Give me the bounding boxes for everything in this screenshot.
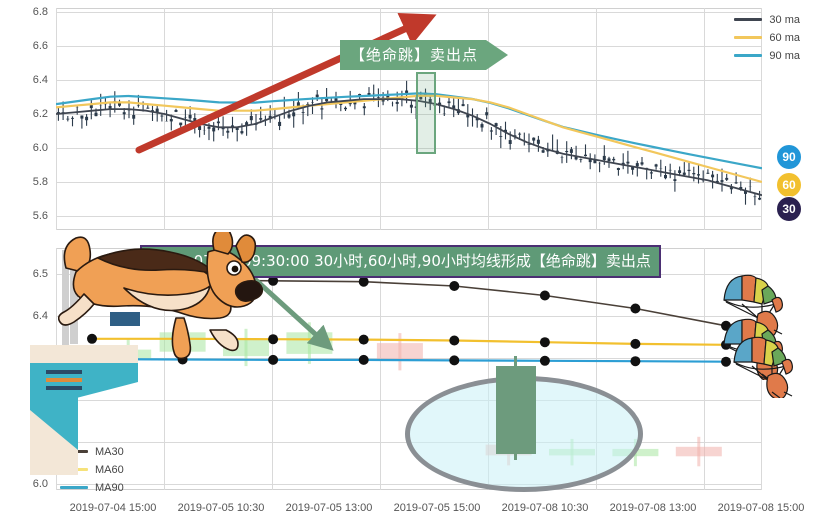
gridline-v	[380, 248, 381, 490]
gridline-h	[56, 216, 762, 217]
gridline-h	[56, 182, 762, 183]
legend-item-ma90: 90 ma	[734, 48, 800, 63]
highlight-candle-wick	[514, 356, 517, 460]
top-chart-panel: 6.8 6.6 6.4 6.2 6.0 5.8 5.6 30 ma 60 ma …	[0, 0, 816, 238]
legend-label: MA90	[95, 481, 124, 494]
legend-item-ma30: 30 ma	[734, 12, 800, 27]
legend-item-ma90: MA90	[60, 480, 124, 495]
gridline-h	[56, 484, 762, 485]
legend-swatch-icon	[734, 18, 763, 21]
sell-zone-highlight-box	[416, 72, 436, 154]
legend-label: 90 ma	[769, 49, 800, 62]
leaping-dog-sticker	[58, 232, 263, 360]
gridline-v	[164, 8, 165, 230]
legend-label: 30 ma	[769, 13, 800, 26]
gridline-h	[56, 114, 762, 115]
y-axis-tick: 5.8	[32, 176, 48, 188]
gridline-v	[164, 248, 165, 490]
gridline-h	[56, 400, 762, 401]
x-axis-tick: 2019-07-08 13:00	[609, 502, 697, 514]
legend-label: MA60	[95, 463, 124, 476]
y-axis-tick: 6.2	[32, 108, 48, 120]
parachute-lower-sticker	[733, 336, 793, 398]
y-axis-tick: 6.0	[32, 478, 48, 490]
x-axis-tick: 2019-07-08 10:30	[501, 502, 589, 514]
legend-label: MA30	[95, 445, 124, 458]
gridline-v	[272, 248, 273, 490]
badge-ma30[interactable]: 30	[776, 196, 802, 222]
gridline-v	[704, 8, 705, 230]
gridline-v	[272, 8, 273, 230]
top-chart-legend: 30 ma 60 ma 90 ma	[734, 12, 800, 66]
legend-label: 60 ma	[769, 31, 800, 44]
legend-swatch-icon	[734, 36, 763, 39]
y-axis-tick: 6.5	[32, 268, 48, 280]
badge-ma60[interactable]: 60	[776, 172, 802, 198]
x-axis-tick: 2019-07-05 10:30	[177, 502, 265, 514]
gridline-v	[596, 248, 597, 490]
y-axis-tick: 6.4	[32, 310, 48, 322]
y-axis-tick: 5.6	[32, 210, 48, 222]
badge-ma90[interactable]: 90	[776, 144, 802, 170]
sell-point-tag: 【绝命跳】卖出点	[340, 40, 509, 70]
gridline-h	[56, 12, 762, 13]
gridline-h	[56, 148, 762, 149]
sell-point-tag-label: 【绝命跳】卖出点	[340, 40, 487, 70]
gridline-v	[596, 8, 597, 230]
gridline-v	[704, 248, 705, 490]
x-axis-tick: 2019-07-05 13:00	[285, 502, 373, 514]
x-axis-tick: 2019-07-04 15:00	[69, 502, 157, 514]
gridline-h	[56, 80, 762, 81]
x-axis-tick: 2019-07-08 15:00	[717, 502, 805, 514]
diving-board-sticker	[30, 250, 140, 475]
y-axis-tick: 6.6	[32, 40, 48, 52]
gridline-v	[488, 248, 489, 490]
legend-swatch-icon	[734, 54, 763, 57]
x-axis-tick: 2019-07-05 15:00	[393, 502, 481, 514]
legend-item-ma60: 60 ma	[734, 30, 800, 45]
y-axis-tick: 6.0	[32, 142, 48, 154]
y-axis-tick: 6.8	[32, 6, 48, 18]
legend-swatch-icon	[60, 486, 88, 489]
y-axis-tick: 6.4	[32, 74, 48, 86]
gridline-v	[56, 8, 57, 230]
tag-arrow-icon	[486, 40, 509, 70]
